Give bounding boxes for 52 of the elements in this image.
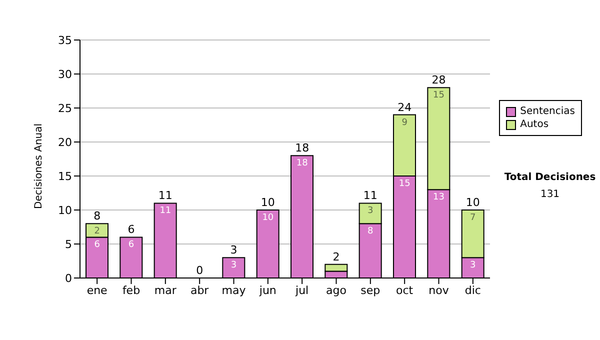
- legend-label: Sentencias: [519, 105, 575, 118]
- total-label: 11: [158, 189, 172, 202]
- total-label: 11: [363, 189, 378, 202]
- x-tick-label: may: [222, 284, 246, 297]
- x-tick-label: mar: [154, 284, 177, 297]
- data-label: 18: [296, 158, 308, 169]
- total-label: 6: [128, 223, 135, 236]
- y-tick-label: 25: [58, 102, 72, 115]
- total-label: 3: [230, 244, 238, 257]
- total-label: 8: [94, 210, 101, 223]
- x-tick-label: nov: [428, 284, 450, 297]
- y-tick-label: 20: [58, 136, 72, 149]
- data-label: 3: [368, 206, 374, 216]
- y-axis-title: Decisiones Anual: [34, 123, 45, 209]
- y-tick-label: 35: [58, 34, 72, 47]
- data-label: 6: [94, 240, 100, 250]
- y-tick-label: 10: [58, 204, 72, 217]
- data-label: 11: [160, 206, 172, 216]
- x-tick-label: sep: [360, 284, 380, 297]
- y-tick-label: 30: [58, 68, 72, 81]
- total-label: 10: [466, 196, 480, 209]
- total-label: 18: [295, 142, 310, 155]
- x-tick-label: feb: [122, 284, 140, 297]
- total-label: 28: [432, 74, 446, 87]
- data-label: 7: [470, 213, 476, 223]
- x-tick-label: jul: [294, 284, 309, 297]
- x-tick-label: ago: [326, 284, 347, 297]
- data-label: 8: [368, 226, 374, 237]
- text: Total Decisiones: [503, 172, 597, 183]
- data-label: 13: [433, 192, 444, 203]
- x-tick-label: dic: [464, 284, 481, 297]
- data-label: 3: [230, 260, 237, 271]
- data-label: 10: [262, 213, 274, 223]
- x-tick-label: ene: [86, 284, 108, 297]
- legend-label: Autos: [519, 118, 550, 131]
- total-label: 0: [196, 264, 204, 277]
- x-tick-label: oct: [396, 284, 414, 297]
- data-label: 15: [433, 90, 444, 101]
- total-label: 10: [260, 196, 275, 209]
- data-label: 6: [128, 240, 134, 250]
- data-label: 15: [398, 179, 410, 189]
- y-tick-label: 0: [65, 272, 72, 285]
- data-label: 3: [470, 260, 476, 271]
- y-tick-label: 15: [58, 170, 72, 183]
- x-tick-label: abr: [190, 284, 210, 297]
- data-label: 2: [94, 226, 100, 237]
- y-tick-label: 5: [65, 238, 72, 251]
- total-label: 2: [332, 250, 340, 264]
- x-tick-label: jun: [258, 284, 276, 297]
- text: 131: [539, 189, 561, 200]
- total-label: 24: [398, 100, 412, 114]
- data-label: 9: [402, 118, 408, 128]
